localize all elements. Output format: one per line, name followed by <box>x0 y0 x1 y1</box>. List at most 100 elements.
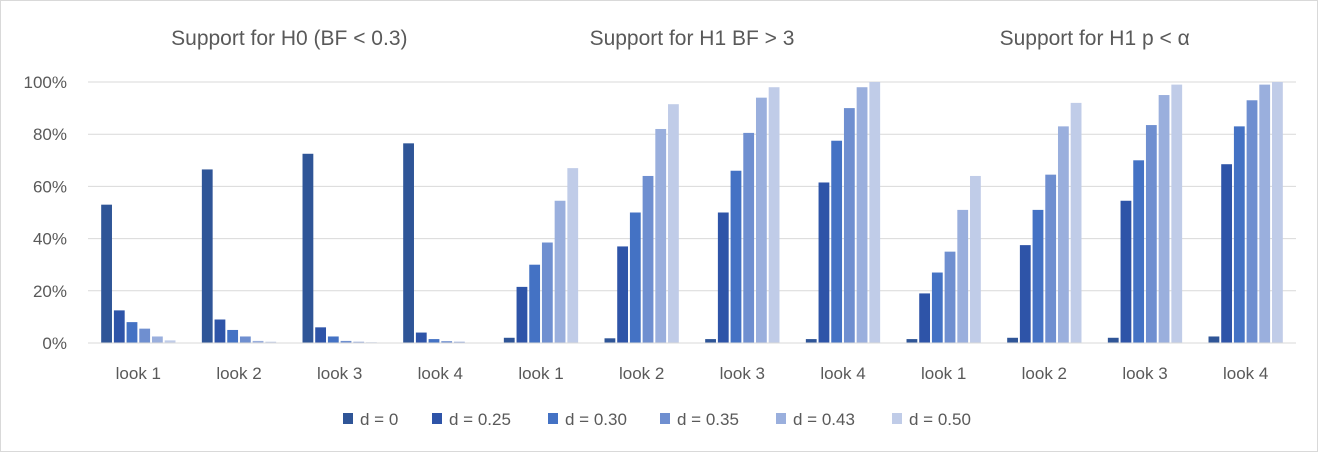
y-tick-label: 60% <box>33 177 67 196</box>
bar <box>705 339 716 343</box>
bar <box>529 264 541 343</box>
bar <box>970 175 981 343</box>
bar <box>1045 174 1057 343</box>
bar <box>768 87 780 343</box>
x-category-label: look 4 <box>820 364 865 383</box>
bar <box>315 327 327 343</box>
bar <box>805 339 817 343</box>
bar <box>717 212 729 343</box>
bar <box>1133 160 1145 343</box>
legend-swatch <box>343 413 353 424</box>
bar <box>541 242 553 343</box>
bar <box>1057 126 1069 344</box>
bar <box>906 339 918 343</box>
y-tick-label: 100% <box>24 73 67 92</box>
bar <box>1233 126 1245 344</box>
bar <box>1007 337 1018 343</box>
bar <box>1158 95 1170 343</box>
bar <box>818 182 830 343</box>
bar <box>302 153 314 343</box>
panel-title-1: Support for H0 (BF < 0.3) <box>171 27 407 50</box>
legend-swatch <box>432 413 442 424</box>
bar <box>1246 100 1258 344</box>
legend-label: d = 0.35 <box>677 410 739 429</box>
bar <box>453 341 465 343</box>
y-tick-label: 80% <box>33 125 67 144</box>
bar <box>668 104 679 343</box>
bar <box>239 336 251 343</box>
bar <box>1259 84 1271 344</box>
bar <box>869 82 881 343</box>
bar <box>919 293 931 343</box>
bar <box>655 128 667 343</box>
legend-label: d = 0.30 <box>565 410 627 429</box>
legend-swatch <box>892 413 902 424</box>
x-category-label: look 2 <box>216 364 261 383</box>
bar <box>113 310 125 343</box>
bar <box>743 132 755 343</box>
bar <box>1171 84 1183 344</box>
bar <box>265 341 277 343</box>
bar <box>1032 209 1044 343</box>
bar <box>441 341 453 343</box>
bar <box>227 329 239 343</box>
legend-label: d = 0.50 <box>909 410 971 429</box>
bar <box>151 336 163 343</box>
x-category-label: look 3 <box>720 364 765 383</box>
bar <box>1019 245 1031 343</box>
bar <box>1070 102 1082 343</box>
x-category-label: look 1 <box>921 364 966 383</box>
x-category-label: look 4 <box>418 364 463 383</box>
x-category-label: look 2 <box>1022 364 1067 383</box>
panel-title-3: Support for H1 p < α <box>1000 27 1190 50</box>
bar <box>554 200 566 343</box>
bar <box>1145 125 1157 343</box>
bar <box>164 340 176 343</box>
bar <box>831 140 843 343</box>
x-category-label: look 2 <box>619 364 664 383</box>
x-category-label: look 3 <box>1122 364 1167 383</box>
legend-swatch <box>660 413 670 424</box>
bar <box>327 336 339 343</box>
bar <box>1208 336 1220 343</box>
bar <box>403 143 414 343</box>
legend-label: d = 0 <box>360 410 398 429</box>
legend-label: d = 0.43 <box>793 410 855 429</box>
bar <box>214 319 226 343</box>
x-category-label: look 1 <box>518 364 563 383</box>
legend-swatch <box>548 413 558 424</box>
x-category-label: look 3 <box>317 364 362 383</box>
bar <box>617 246 629 343</box>
bar <box>252 340 264 343</box>
bar <box>1221 164 1233 343</box>
bar <box>931 272 943 343</box>
bar <box>1107 337 1119 343</box>
bar <box>730 170 742 343</box>
bar <box>1120 200 1132 343</box>
bar <box>843 108 855 343</box>
bar <box>201 169 213 343</box>
x-category-label: look 4 <box>1223 364 1268 383</box>
y-tick-label: 40% <box>33 230 67 249</box>
x-category-label: look 1 <box>116 364 161 383</box>
legend-label: d = 0.25 <box>449 410 511 429</box>
bar <box>642 175 654 343</box>
y-tick-label: 20% <box>33 282 67 301</box>
legend-swatch <box>776 413 786 424</box>
bar <box>944 251 956 343</box>
bar <box>428 339 440 343</box>
bar <box>755 97 767 343</box>
bar <box>503 337 515 343</box>
panel-title-2: Support for H1 BF > 3 <box>590 27 795 50</box>
bar <box>126 322 138 343</box>
bar <box>1272 82 1283 343</box>
bar <box>353 341 365 343</box>
bar <box>516 286 528 343</box>
y-tick-label: 0% <box>42 334 67 353</box>
bar <box>856 87 868 343</box>
bar <box>101 204 112 343</box>
bar <box>139 328 151 343</box>
bar <box>340 340 352 343</box>
bar <box>629 212 641 343</box>
